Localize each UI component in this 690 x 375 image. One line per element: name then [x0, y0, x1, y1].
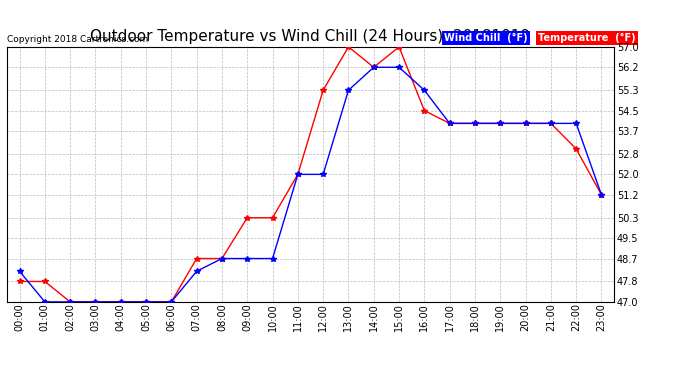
Text: Copyright 2018 Cartronics.com: Copyright 2018 Cartronics.com — [7, 35, 148, 44]
Text: Temperature  (°F): Temperature (°F) — [538, 33, 635, 43]
Text: Wind Chill  (°F): Wind Chill (°F) — [444, 33, 528, 43]
Title: Outdoor Temperature vs Wind Chill (24 Hours)  20181019: Outdoor Temperature vs Wind Chill (24 Ho… — [90, 29, 531, 44]
